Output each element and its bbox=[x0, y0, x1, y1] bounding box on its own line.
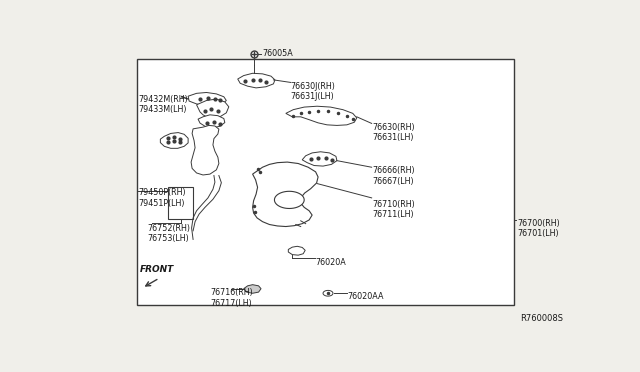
Text: 76752(RH)
76753(LH): 76752(RH) 76753(LH) bbox=[147, 224, 190, 243]
Polygon shape bbox=[275, 191, 304, 208]
Polygon shape bbox=[196, 99, 229, 119]
Polygon shape bbox=[286, 106, 356, 125]
Polygon shape bbox=[302, 152, 337, 166]
Text: 76716(RH)
76717(LH): 76716(RH) 76717(LH) bbox=[210, 288, 253, 308]
Text: FRONT: FRONT bbox=[140, 265, 174, 275]
Polygon shape bbox=[237, 73, 275, 88]
Polygon shape bbox=[253, 162, 318, 227]
Text: 76020AA: 76020AA bbox=[348, 292, 385, 301]
Text: 76666(RH)
76667(LH): 76666(RH) 76667(LH) bbox=[372, 166, 415, 186]
Polygon shape bbox=[323, 291, 333, 296]
Text: 76630J(RH)
76631J(LH): 76630J(RH) 76631J(LH) bbox=[291, 82, 335, 101]
Text: 76020A: 76020A bbox=[316, 258, 346, 267]
Polygon shape bbox=[244, 285, 261, 293]
Polygon shape bbox=[198, 115, 225, 128]
Text: 79432M(RH)
79433M(LH): 79432M(RH) 79433M(LH) bbox=[138, 95, 188, 114]
Text: R760008S: R760008S bbox=[520, 314, 564, 323]
Bar bbox=[137, 59, 514, 305]
Polygon shape bbox=[168, 187, 193, 218]
Polygon shape bbox=[191, 125, 219, 175]
Text: 76700(RH)
76701(LH): 76700(RH) 76701(LH) bbox=[518, 218, 560, 238]
Polygon shape bbox=[288, 246, 305, 255]
Text: 76710(RH)
76711(LH): 76710(RH) 76711(LH) bbox=[372, 200, 415, 219]
Text: 76630(RH)
76631(LH): 76630(RH) 76631(LH) bbox=[372, 122, 415, 142]
Text: 79450P(RH)
79451P(LH): 79450P(RH) 79451P(LH) bbox=[138, 189, 186, 208]
Text: 76005A: 76005A bbox=[262, 49, 292, 58]
Polygon shape bbox=[188, 93, 227, 106]
Polygon shape bbox=[161, 132, 188, 148]
